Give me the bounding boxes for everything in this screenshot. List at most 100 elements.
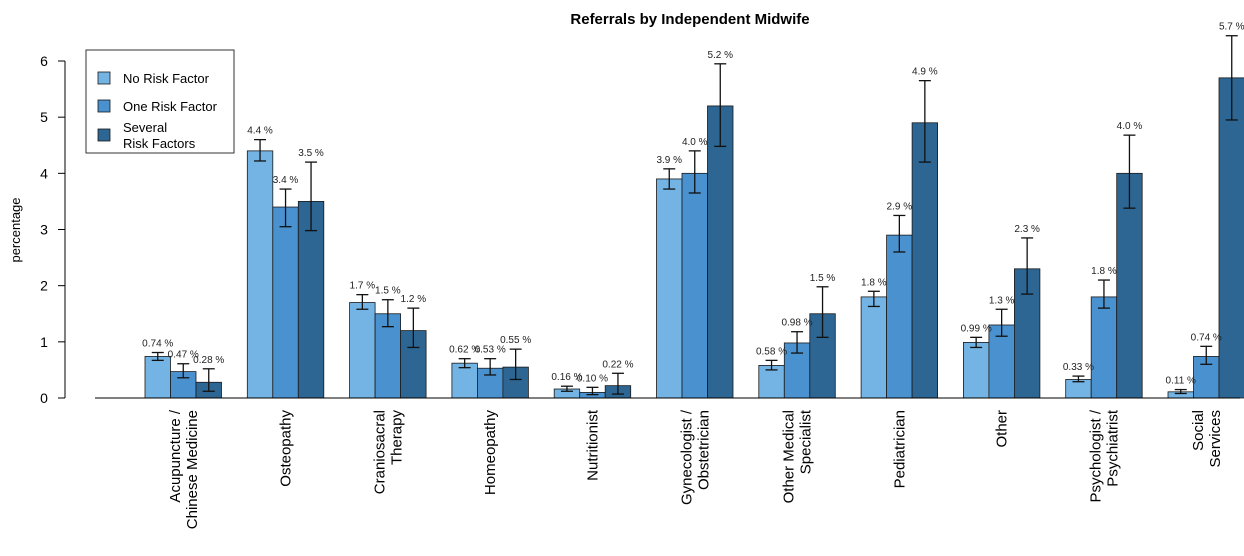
data-label: 1.5 % [375, 286, 401, 297]
data-label: 0.55 % [500, 335, 531, 346]
data-label: 0.22 % [602, 359, 633, 370]
category-label-line: Chinese Medicine [184, 410, 201, 529]
category-label-line: Other [994, 410, 1011, 448]
bar [144, 356, 171, 399]
bar [349, 302, 376, 399]
data-label: 4.4 % [247, 126, 273, 137]
category-label: Nutritionist [584, 409, 601, 481]
data-label: 0.16 % [551, 372, 582, 383]
category-label: Psychologist / Psychiatrist [1087, 409, 1121, 502]
legend-label: One Risk Factor [123, 99, 218, 114]
data-label: 1.7 % [350, 281, 376, 292]
category-label-line: Osteopathy [278, 410, 295, 487]
y-axis: 0 1 2 3 4 5 6 [40, 53, 66, 406]
data-label: 0.33 % [1063, 362, 1094, 373]
data-label: 1.5 % [810, 273, 836, 284]
legend-label: No Risk Factor [123, 71, 210, 86]
category-label: Other [994, 410, 1011, 448]
category-label-line: Homeopathy [482, 410, 499, 496]
data-label: 3.5 % [298, 148, 324, 159]
data-label: 0.62 % [449, 345, 480, 356]
category-label-line: Psychologist / [1087, 409, 1104, 502]
category-label-line: Services [1207, 410, 1224, 468]
category-label-line: Therapy [388, 410, 405, 466]
bar [707, 105, 734, 399]
category-label: Craniosacral Therapy [371, 410, 405, 495]
data-label: 3.9 % [656, 155, 682, 166]
legend: No Risk Factor One Risk Factor SeveralRisk… [85, 49, 235, 154]
category-labels-group: Acupuncture / Chinese Medicine Osteopathy C… [167, 409, 1224, 529]
legend-swatch [97, 71, 111, 85]
category-label-line: Social [1190, 410, 1207, 451]
category-label: Acupuncture / Chinese Medicine [167, 409, 201, 529]
data-label: 0.58 % [756, 346, 787, 357]
bar [246, 150, 274, 399]
data-label: 4.0 % [1117, 121, 1143, 132]
data-label: 5.2 % [707, 50, 733, 61]
data-label: 0.47 % [168, 350, 199, 361]
bar [681, 172, 708, 399]
data-label: 2.9 % [887, 201, 913, 212]
y-tick-label: 5 [40, 109, 48, 125]
data-label: 4.9 % [912, 67, 938, 78]
category-label-line: Nutritionist [584, 409, 601, 481]
category-label-line: Psychiatrist [1104, 409, 1121, 487]
data-label: 0.11 % [1166, 376, 1196, 387]
legend-label: Several [123, 120, 167, 135]
y-tick-label: 4 [40, 165, 48, 181]
data-label: 3.4 % [273, 175, 299, 186]
chart-title: Referrals by Independent Midwife [570, 11, 809, 28]
data-label: 1.8 % [861, 277, 887, 288]
legend-box [85, 49, 235, 154]
y-tick-label: 1 [40, 334, 48, 350]
data-label: 0.10 % [577, 373, 608, 384]
data-label: 2.3 % [1014, 224, 1040, 235]
data-label: 0.74 % [1191, 332, 1222, 343]
category-label-line: Pediatrician [891, 410, 908, 488]
bar [272, 206, 299, 399]
data-label: 0.99 % [961, 323, 992, 334]
y-tick-label: 6 [40, 53, 48, 69]
category-label: Homeopathy [482, 410, 499, 496]
category-label-line: Other Medical [781, 410, 798, 503]
bar [860, 296, 887, 399]
legend-label: Risk Factors [123, 136, 196, 151]
category-label: Pediatrician [891, 410, 908, 488]
y-tick-label: 2 [40, 278, 48, 294]
data-label: 0.74 % [142, 339, 173, 350]
category-label: Gynecologist / Obstetrician [678, 409, 712, 505]
y-tick-label: 0 [40, 390, 48, 406]
category-label: Osteopathy [278, 410, 295, 487]
error-bars-group [151, 35, 1238, 396]
bars-group [144, 77, 1244, 399]
category-label: Social Services [1190, 410, 1224, 468]
legend-swatch [97, 128, 111, 142]
category-label-line: Obstetrician [695, 410, 712, 490]
data-label: 0.53 % [475, 345, 506, 356]
category-label-line: Acupuncture / [167, 409, 184, 502]
bar [1090, 296, 1118, 399]
category-label-line: Gynecologist / [678, 409, 695, 505]
data-label: 1.2 % [401, 294, 427, 305]
bar [1218, 77, 1244, 399]
y-tick-label: 3 [40, 222, 48, 238]
bar [886, 234, 913, 399]
bar [297, 201, 325, 399]
y-axis-label: percentage [8, 197, 23, 262]
data-label: 0.28 % [193, 355, 224, 366]
data-labels-group: 0.74 %0.47 %0.28 %4.4 %3.4 %3.5 %1.7 % 1.… [142, 22, 1244, 387]
data-label: 1.3 % [989, 295, 1015, 306]
data-label: 4.0 % [682, 137, 708, 148]
bar [963, 341, 990, 399]
bar [1116, 172, 1143, 399]
bar [911, 122, 938, 399]
data-label: 5.7 % [1219, 22, 1244, 33]
bar [656, 178, 683, 399]
data-label: 0.98 % [781, 318, 812, 329]
legend-swatch [97, 99, 111, 113]
category-label: Other Medical Specialist [781, 409, 815, 503]
bar [451, 362, 478, 399]
category-label-line: Craniosacral [371, 410, 388, 494]
